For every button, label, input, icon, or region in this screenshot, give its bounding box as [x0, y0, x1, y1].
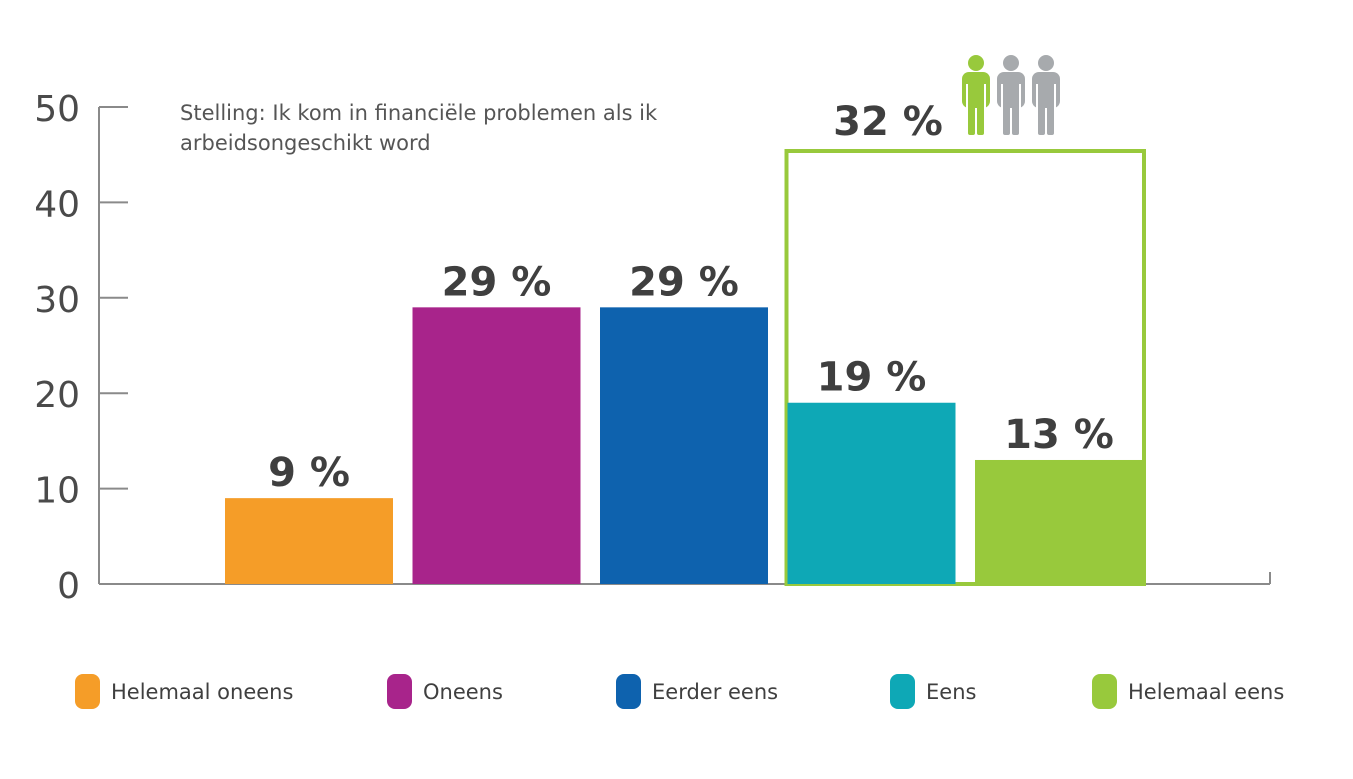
- highlight-box: [784, 149, 1146, 586]
- legend-swatch-4: [1092, 674, 1117, 709]
- highlight-label: 32 %: [833, 99, 943, 145]
- chart-title-line-2: arbeidsongeschikt word: [180, 131, 431, 155]
- y-ticks: 0 10 20 30 40 50: [34, 89, 128, 607]
- bar-3: [787, 402, 956, 584]
- legend-label-3: Eens: [926, 680, 976, 704]
- bar-2: [600, 307, 768, 584]
- data-label-0: 9 %: [268, 450, 350, 496]
- legend-item-1: Oneens: [387, 674, 503, 709]
- data-label-2: 29 %: [629, 259, 739, 305]
- bar-4: [975, 459, 1143, 584]
- y-tick-label-10: 10: [34, 471, 80, 512]
- y-tick-label-0: 0: [57, 566, 80, 607]
- data-labels: 9 % 29 % 29 % 19 % 13 %: [268, 259, 1114, 496]
- y-tick-label-30: 30: [34, 280, 80, 321]
- data-label-3: 19 %: [817, 355, 927, 401]
- person-icon-0: [962, 55, 990, 135]
- people-icon: [962, 55, 1060, 135]
- person-icon-1: [997, 55, 1025, 135]
- y-tick-label-40: 40: [34, 184, 80, 225]
- legend-swatch-2: [616, 674, 641, 709]
- bar-1: [412, 307, 581, 584]
- data-label-1: 29 %: [442, 259, 552, 305]
- legend-swatch-0: [75, 674, 100, 709]
- legend-label-0: Helemaal oneens: [111, 680, 293, 704]
- data-label-4: 13 %: [1004, 412, 1114, 458]
- person-icon-2: [1032, 55, 1060, 135]
- y-tick-label-20: 20: [34, 375, 80, 416]
- legend-item-3: Eens: [890, 674, 976, 709]
- chart-title: Stelling: Ik kom in financiële problemen…: [180, 101, 658, 155]
- legend-label-4: Helemaal eens: [1128, 680, 1284, 704]
- legend-item-4: Helemaal eens: [1092, 674, 1284, 709]
- legend: Helemaal oneens Oneens Eerder eens Eens Hele…: [75, 674, 1284, 709]
- legend-label-2: Eerder eens: [652, 680, 778, 704]
- y-tick-label-50: 50: [34, 89, 80, 130]
- bars: [225, 307, 1143, 584]
- highlight-group: 32 %: [784, 55, 1146, 586]
- legend-item-0: Helemaal oneens: [75, 674, 293, 709]
- legend-swatch-1: [387, 674, 412, 709]
- legend-item-2: Eerder eens: [616, 674, 778, 709]
- legend-label-1: Oneens: [423, 680, 503, 704]
- legend-swatch-3: [890, 674, 915, 709]
- bar-0: [225, 498, 393, 584]
- chart-title-line-1: Stelling: Ik kom in financiële problemen…: [180, 101, 658, 125]
